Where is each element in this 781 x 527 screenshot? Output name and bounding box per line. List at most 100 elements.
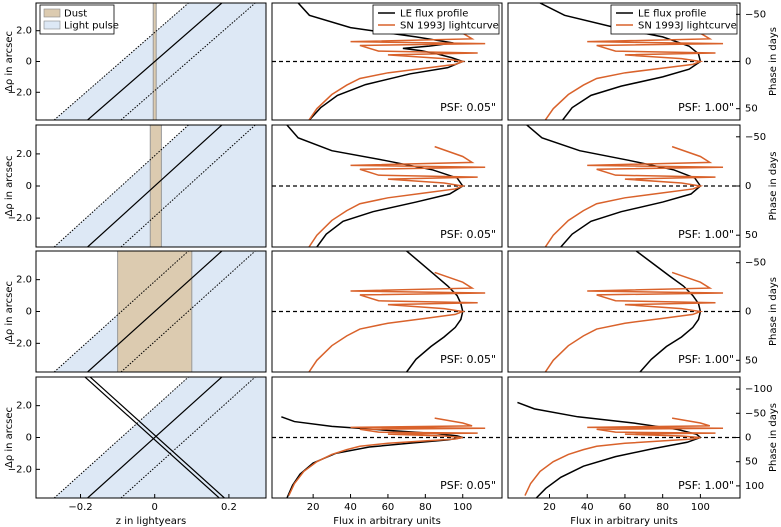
plot-area (508, 251, 740, 372)
y2-tick-label: 50 (745, 355, 758, 366)
x-tick-label: −0.2 (68, 502, 92, 513)
y2-axis-label: Phase in days (768, 27, 779, 96)
plot-area (53, 125, 266, 247)
y2-tick-label: 50 (745, 230, 758, 241)
dust-sheet (84, 377, 220, 498)
x-tick-label: 100 (453, 502, 472, 513)
pulse-edge (120, 125, 256, 247)
y2-tick-label: −100 (745, 384, 772, 395)
y2-tick-label: 0 (745, 181, 751, 192)
x-axis-label: Flux in arbitrary units (333, 516, 441, 527)
y-tick-label: 0 (26, 57, 32, 68)
dust-layer (149, 125, 162, 247)
x-tick-label: 100 (691, 502, 710, 513)
light-pulse (54, 377, 266, 498)
y-axis-label: Δρ in arcsec (4, 31, 15, 92)
y2-tick-label: −50 (745, 408, 766, 419)
lightcurve-line (544, 271, 724, 372)
y-axis-label: Δρ in arcsec (4, 155, 15, 216)
y2-axis-label: Phase in days (768, 152, 779, 221)
x-tick-label: 80 (419, 502, 432, 513)
psf-annotation: PSF: 1.00" (678, 101, 734, 114)
x-tick-label: 40 (344, 502, 357, 513)
psf-annotation: PSF: 0.05" (440, 228, 496, 241)
lightcurve-line (308, 145, 486, 247)
legend-label: Dust (64, 9, 87, 20)
plot-area (508, 401, 740, 498)
plot-area (272, 251, 502, 372)
x-tick-label: 0.2 (221, 502, 237, 513)
y2-tick-label: −50 (745, 9, 766, 20)
plot-area (272, 125, 502, 247)
panel-frame (271, 2, 503, 121)
y2-tick-label: 50 (745, 457, 758, 468)
legend-label: SN 1993J lightcurve (400, 21, 499, 32)
y2-axis-label: Phase in days (768, 403, 779, 472)
pulse-center (87, 251, 223, 372)
lightcurve-line (524, 417, 724, 496)
lightcurve-line (308, 23, 486, 120)
y2-tick-label: 100 (745, 481, 764, 492)
y2-tick-label: −50 (745, 258, 766, 269)
plot-area (508, 125, 740, 247)
y-tick-label: −2.0 (8, 87, 32, 98)
y-tick-label: 0 (26, 181, 32, 192)
y-tick-label: 0 (26, 307, 32, 318)
legend-label: SN 1993J lightcurve (638, 21, 737, 32)
panel-frame (271, 250, 503, 373)
y2-tick-label: 0 (745, 307, 751, 318)
y2-axis-label: Phase in days (768, 277, 779, 346)
y2-tick-label: −50 (745, 132, 766, 143)
plot-area (272, 416, 502, 498)
y-tick-label: −2.0 (8, 464, 32, 475)
y-axis-label: Δρ in arcsec (4, 281, 15, 342)
pulse-center (87, 3, 223, 120)
flux-profile-line (517, 401, 702, 498)
psf-annotation: PSF: 1.00" (678, 353, 734, 366)
y-axis-label: Δρ in arcsec (4, 407, 15, 468)
pulse-edge (53, 251, 189, 372)
pulse-edge (120, 377, 256, 498)
psf-annotation: PSF: 1.00" (678, 479, 734, 492)
panel-frame (271, 376, 503, 499)
x-tick-label: 0 (152, 502, 158, 513)
legend-label: Light pulse (64, 21, 119, 32)
x-tick-label: 80 (656, 502, 669, 513)
y-tick-label: −2.0 (8, 213, 32, 224)
x-tick-label: 60 (382, 502, 395, 513)
y-tick-label: 2.0 (16, 401, 32, 412)
lightcurve-line (288, 417, 486, 496)
lightcurve-line (308, 271, 486, 372)
lightcurve-line (544, 145, 724, 247)
panel-frame (271, 124, 503, 248)
plot-area (53, 3, 266, 120)
pulse-edge (53, 125, 189, 247)
y-tick-label: 0 (26, 433, 32, 444)
legend-swatch (43, 20, 61, 30)
y2-tick-label: 0 (745, 433, 751, 444)
legend-label: LE flux profile (638, 9, 706, 20)
pulse-center (87, 125, 223, 247)
x-axis-label: Flux in arbitrary units (570, 516, 678, 527)
legend-swatch (43, 8, 61, 18)
x-tick-label: 20 (307, 502, 320, 513)
psf-annotation: PSF: 1.00" (678, 228, 734, 241)
y-tick-label: 2.0 (16, 149, 32, 160)
legend-box (372, 4, 500, 35)
pulse-edge (120, 3, 256, 120)
plot-area (53, 251, 266, 372)
x-tick-label: 40 (581, 502, 594, 513)
y-tick-label: 2.0 (16, 275, 32, 286)
x-axis-label: z in lightyears (116, 516, 186, 527)
dust-sheet (89, 377, 225, 498)
y-tick-label: 2.0 (16, 26, 32, 37)
lightcurve-line (544, 23, 724, 120)
psf-annotation: PSF: 0.05" (440, 479, 496, 492)
pulse-edge (53, 377, 189, 498)
x-tick-label: 60 (619, 502, 632, 513)
x-tick-label: 20 (543, 502, 556, 513)
light-pulse (54, 3, 266, 120)
plot-area (53, 377, 266, 498)
psf-annotation: PSF: 0.05" (440, 101, 496, 114)
